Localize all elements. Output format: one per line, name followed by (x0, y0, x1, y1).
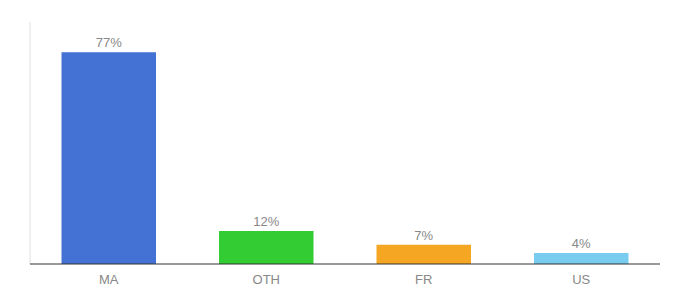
data-label: 77% (96, 35, 122, 50)
data-label: 7% (414, 228, 433, 243)
x-tick-label: OTH (253, 272, 280, 287)
bar (534, 253, 629, 264)
chart-container: 77% 12% 7% 4% MA OTH FR US (0, 0, 680, 300)
bar (377, 245, 472, 264)
x-tick-label: MA (99, 272, 119, 287)
x-tick-label: US (572, 272, 590, 287)
chart: 77% 12% 7% 4% MA OTH FR US (0, 0, 680, 300)
data-label: 4% (572, 236, 591, 251)
bars (62, 52, 629, 264)
data-label: 12% (253, 214, 279, 229)
y-axis-line (30, 22, 31, 264)
bar (219, 231, 314, 264)
bar (62, 52, 157, 264)
x-axis-line (30, 264, 660, 265)
x-tick-label: FR (415, 272, 432, 287)
